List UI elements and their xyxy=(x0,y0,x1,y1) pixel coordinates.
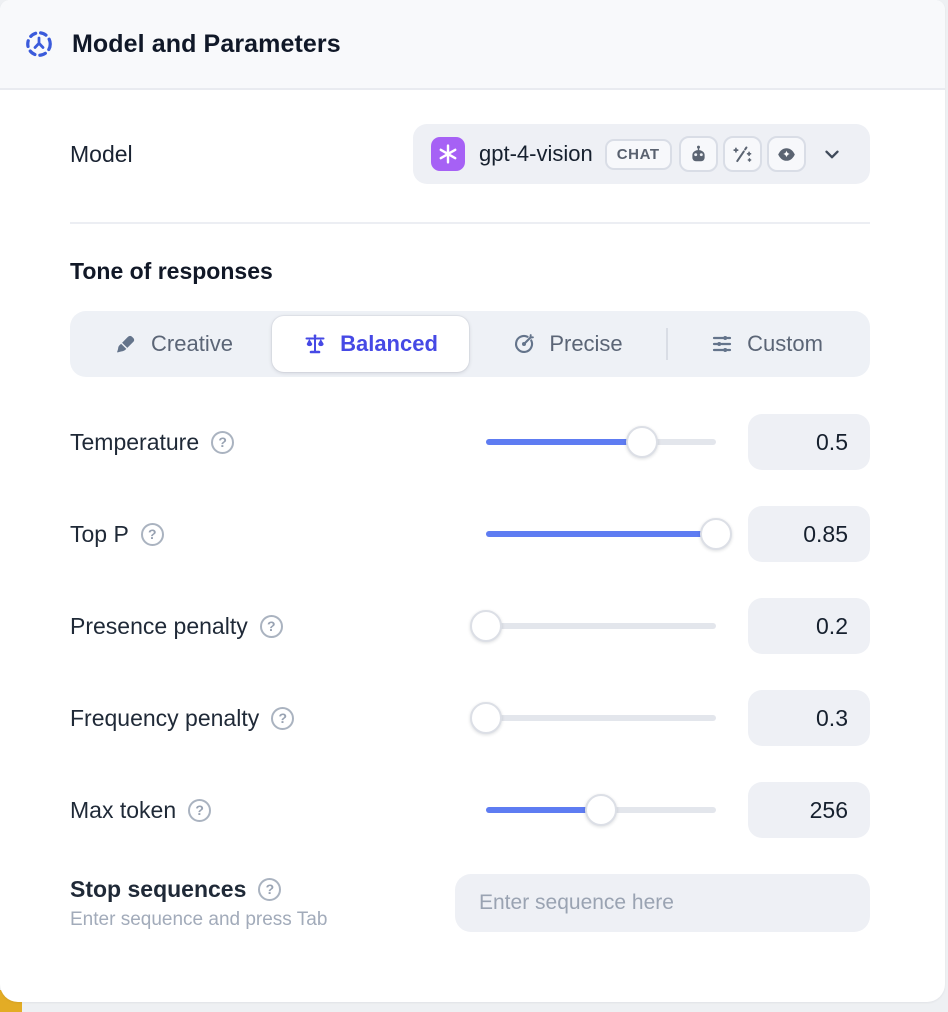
parameter-list: Temperature ? 0.5 Top P ? xyxy=(70,414,870,838)
param-label: Presence penalty xyxy=(70,612,248,639)
tab-label: Precise xyxy=(549,331,623,356)
tab-precise[interactable]: Precise xyxy=(469,316,666,372)
tab-label: Balanced xyxy=(340,331,438,356)
selected-model-name: gpt-4-vision xyxy=(479,141,593,166)
tone-heading: Tone of responses xyxy=(70,258,273,284)
help-icon[interactable]: ? xyxy=(259,614,283,638)
presence-penalty-value: 0.2 xyxy=(748,598,870,654)
param-label: Frequency penalty xyxy=(70,704,260,731)
tab-label: Creative xyxy=(151,331,233,356)
slider-thumb[interactable] xyxy=(700,518,732,550)
tone-segmented-control: Creative Balanced xyxy=(70,311,870,377)
slider-thumb[interactable] xyxy=(585,794,617,826)
temperature-value: 0.5 xyxy=(748,414,870,470)
top-p-value: 0.85 xyxy=(748,506,870,562)
model-row: Model gpt-4-vi xyxy=(70,124,870,184)
tab-balanced[interactable]: Balanced xyxy=(272,316,469,372)
openai-logo xyxy=(431,137,465,171)
help-icon[interactable]: ? xyxy=(188,798,212,822)
top-p-slider[interactable] xyxy=(486,518,732,550)
balance-scale-icon xyxy=(305,334,325,354)
stop-sequences-hint: Enter sequence and press Tab xyxy=(70,908,328,930)
help-icon[interactable]: ? xyxy=(271,706,295,730)
frequency-penalty-value: 0.3 xyxy=(748,690,870,746)
stop-sequence-input[interactable] xyxy=(455,874,870,932)
robot-icon xyxy=(678,136,718,172)
chevron-down-icon[interactable] xyxy=(821,143,843,165)
max-token-value: 256 xyxy=(748,782,870,838)
magic-wand-icon xyxy=(722,136,762,172)
model-type-badge: CHAT xyxy=(604,138,672,170)
panel-header: Model and Parameters xyxy=(0,0,945,90)
tab-divider xyxy=(666,328,668,360)
sliders-icon xyxy=(712,336,732,352)
help-icon[interactable]: ? xyxy=(258,877,282,901)
temperature-slider[interactable] xyxy=(486,426,716,458)
param-row-top-p: Top P ? 0.85 xyxy=(70,506,870,562)
stop-sequences-row: Stop sequences ? Enter sequence and pres… xyxy=(70,874,870,932)
param-row-presence-penalty: Presence penalty ? 0.2 xyxy=(70,598,870,654)
model-label: Model xyxy=(70,140,133,167)
tab-custom[interactable]: Custom xyxy=(668,316,865,372)
section-divider xyxy=(70,222,870,224)
vision-eye-icon xyxy=(766,136,806,172)
slider-thumb[interactable] xyxy=(626,426,659,458)
param-label: Top P xyxy=(70,520,129,547)
help-icon[interactable]: ? xyxy=(211,430,235,454)
slider-thumb[interactable] xyxy=(470,610,502,642)
param-label: Max token xyxy=(70,796,177,823)
slider-thumb[interactable] xyxy=(470,702,502,734)
target-icon xyxy=(515,334,535,353)
param-row-frequency-penalty: Frequency penalty ? 0.3 xyxy=(70,690,870,746)
model-hub-icon xyxy=(26,31,52,57)
model-select-dropdown[interactable]: gpt-4-vision CHAT xyxy=(413,124,870,184)
param-label: Temperature xyxy=(70,428,200,455)
max-token-slider[interactable] xyxy=(486,794,716,826)
paintbrush-icon xyxy=(117,335,135,353)
param-row-max-token: Max token ? 256 xyxy=(70,782,870,838)
page-title: Model and Parameters xyxy=(72,29,341,58)
param-row-temperature: Temperature ? 0.5 xyxy=(70,414,870,470)
tab-label: Custom xyxy=(747,331,823,356)
presence-penalty-slider[interactable] xyxy=(470,610,716,642)
stop-sequences-label: Stop sequences xyxy=(70,875,247,902)
help-icon[interactable]: ? xyxy=(140,522,164,546)
tab-creative[interactable]: Creative xyxy=(75,316,272,372)
frequency-penalty-slider[interactable] xyxy=(470,702,716,734)
